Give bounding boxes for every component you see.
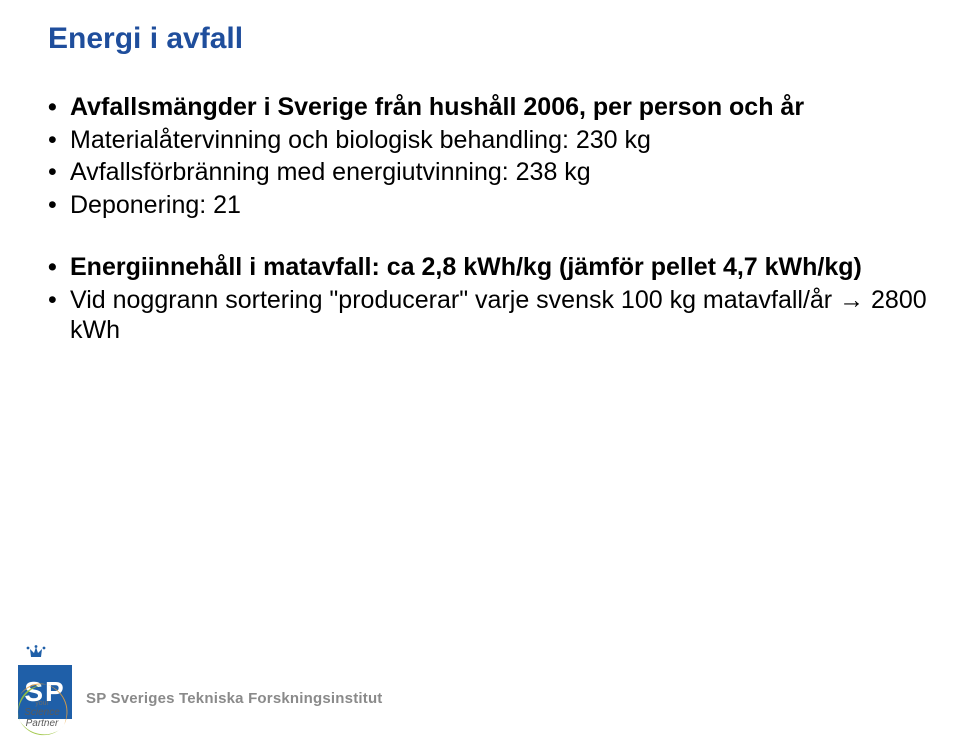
slide-title: Energi i avfall: [48, 22, 243, 56]
list-item: Materialåtervinning och biologisk behand…: [48, 125, 928, 156]
list-item: Avfallsmängder i Sverige från hushåll 20…: [48, 92, 928, 123]
list-item: Avfallsförbränning med energiutvinning: …: [48, 157, 928, 188]
bullet-list-1: Avfallsmängder i Sverige från hushåll 20…: [48, 92, 928, 220]
badge-text-bot: Partner: [26, 718, 59, 729]
org-name: SP Sveriges Tekniska Forskningsinstitut: [86, 690, 383, 707]
list-item: Deponering: 21: [48, 190, 928, 221]
bullet-text: Avfallsmängder i Sverige från hushåll 20…: [70, 93, 804, 121]
bullet-list-2: Energiinnehåll i matavfall: ca 2,8 kWh/k…: [48, 252, 928, 346]
bullet-text: Materialåtervinning och biologisk behand…: [70, 126, 651, 154]
list-item: Vid noggrann sortering "producerar" varj…: [48, 285, 928, 346]
bullet-text: Deponering: 21: [70, 191, 241, 219]
science-partner-badge: your Science Partner: [10, 679, 74, 737]
bullet-text: Vid noggrann sortering "producerar" varj…: [70, 286, 927, 345]
crown-icon: [22, 645, 50, 663]
slide-content: Avfallsmängder i Sverige från hushåll 20…: [48, 92, 928, 348]
slide: Energi i avfall Avfallsmängder i Sverige…: [0, 0, 960, 737]
bullet-text: Avfallsförbränning med energiutvinning: …: [70, 158, 591, 186]
badge-text-mid: Science: [24, 707, 60, 718]
badge-text-top: your: [35, 700, 49, 707]
list-item: Energiinnehåll i matavfall: ca 2,8 kWh/k…: [48, 252, 928, 283]
bullet-text: Energiinnehåll i matavfall: ca 2,8 kWh/k…: [70, 253, 862, 281]
spacer: [48, 222, 928, 252]
